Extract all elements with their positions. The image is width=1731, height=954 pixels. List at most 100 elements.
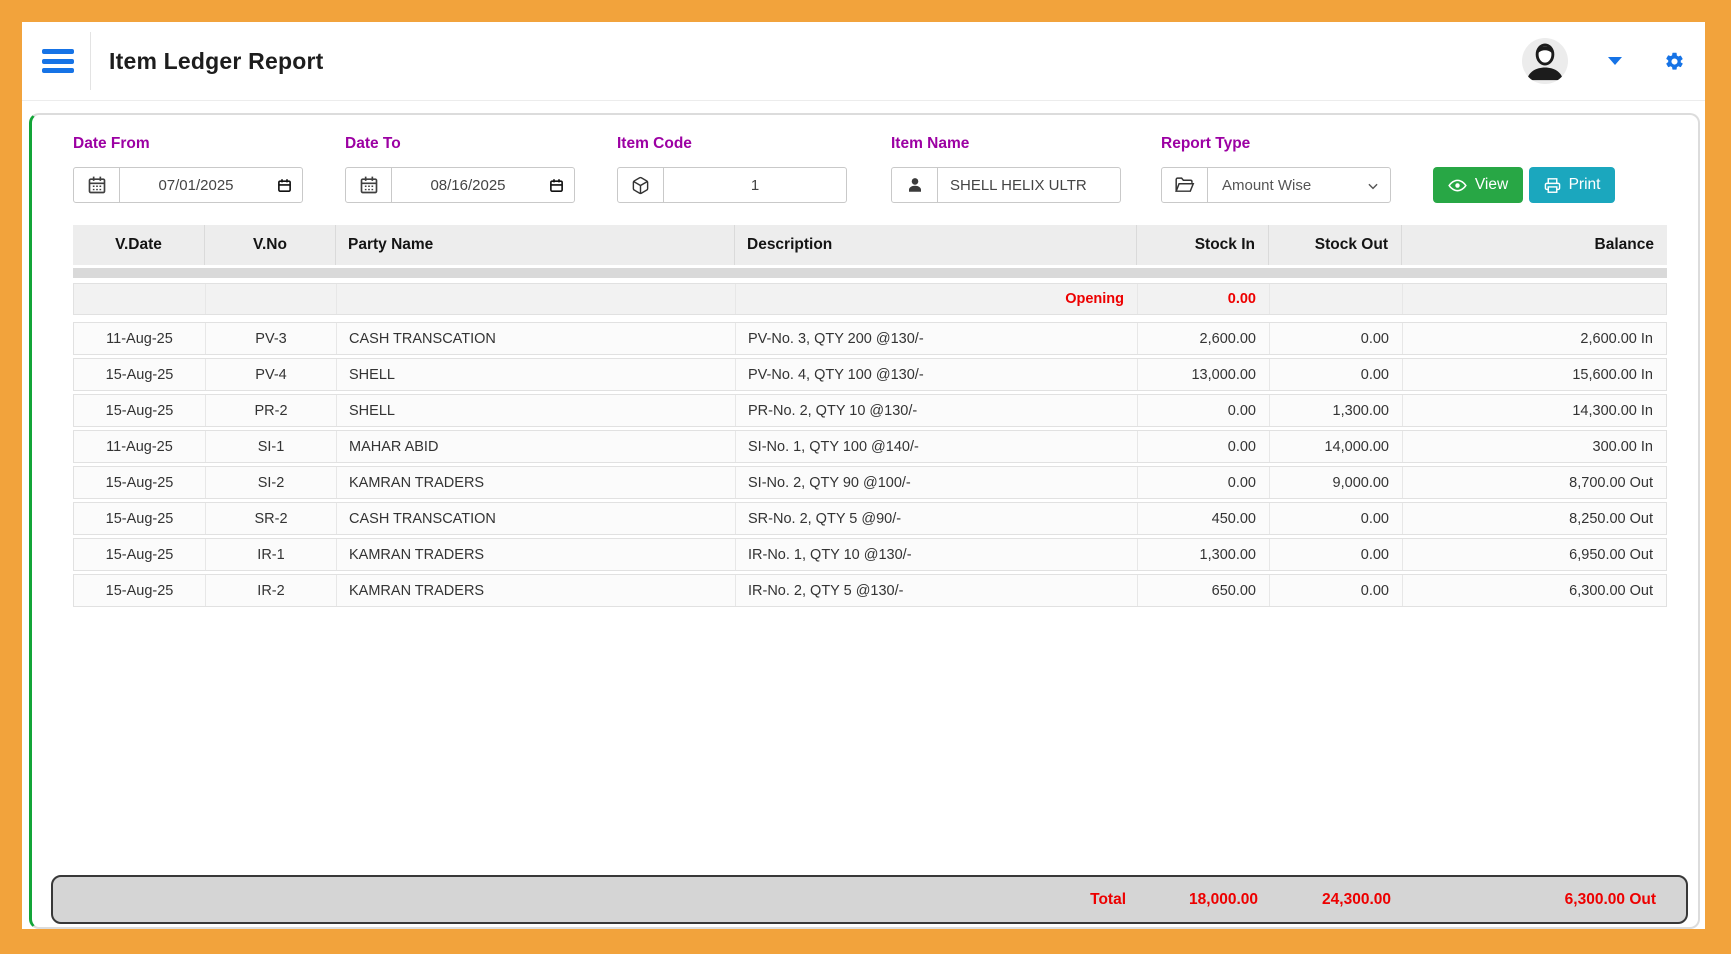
topbar-divider [90, 32, 91, 90]
hamburger-menu-icon[interactable] [42, 49, 74, 73]
date-to-group [345, 167, 575, 203]
cell-balance: 6,950.00 Out [1569, 546, 1653, 563]
item-code-label: Item Code [617, 135, 692, 152]
chevron-down-icon [1366, 179, 1380, 197]
cell-stock-in: 1,300.00 [1138, 539, 1270, 570]
cell-desc: PV-No. 4, QTY 100 @130/- [736, 359, 1138, 390]
cell-desc: IR-No. 1, QTY 10 @130/- [736, 539, 1138, 570]
cell-vdate: 15-Aug-25 [74, 575, 206, 606]
cell-vdate: 15-Aug-25 [74, 395, 206, 426]
cell-balance: 6,300.00 Out [1569, 582, 1653, 599]
cell-stock-out: 0.00 [1270, 503, 1403, 534]
filter-item-name: Item Name [891, 135, 969, 153]
cell-stock-in: 0.00 [1138, 467, 1270, 498]
date-picker-icon[interactable] [277, 178, 292, 198]
cube-icon [618, 168, 664, 202]
filter-date-to: Date To [345, 135, 401, 153]
date-to-input[interactable] [392, 168, 574, 202]
ledger-table: V.Date V.No Party Name Description Stock… [73, 225, 1667, 610]
print-button-label: Print [1568, 176, 1601, 193]
total-balance: 6,300.00 Out [1564, 890, 1656, 908]
table-body: 11-Aug-25 PV-3 CASH TRANSCATION PV-No. 3… [73, 322, 1667, 607]
item-code-group [617, 167, 847, 203]
col-header-stockin: Stock In [1137, 225, 1269, 265]
cell-vdate: 15-Aug-25 [74, 467, 206, 498]
cell-vdate: 15-Aug-25 [74, 359, 206, 390]
open-folder-icon [1162, 168, 1208, 202]
avatar-dropdown-caret-icon[interactable] [1608, 57, 1622, 65]
cell-balance: 14,300.00 In [1572, 402, 1653, 419]
table-row: 15-Aug-25 PR-2 SHELL PR-No. 2, QTY 10 @1… [73, 394, 1667, 427]
calendar-icon [74, 168, 120, 202]
date-to-label: Date To [345, 135, 401, 152]
col-header-balance: Balance [1594, 236, 1654, 253]
cell-desc: SR-No. 2, QTY 5 @90/- [736, 503, 1138, 534]
col-header-stockout: Stock Out [1269, 225, 1402, 265]
topbar-right [1522, 38, 1693, 84]
item-name-group [891, 167, 1121, 203]
cell-desc: PV-No. 3, QTY 200 @130/- [736, 323, 1138, 354]
cell-stock-in: 13,000.00 [1138, 359, 1270, 390]
printer-icon [1544, 177, 1561, 194]
cell-party: KAMRAN TRADERS [337, 575, 736, 606]
report-type-value: Amount Wise [1222, 176, 1312, 194]
calendar-icon [346, 168, 392, 202]
cell-vno: PV-4 [206, 359, 337, 390]
table-row: 15-Aug-25 IR-2 KAMRAN TRADERS IR-No. 2, … [73, 574, 1667, 607]
gear-icon[interactable] [1664, 51, 1685, 72]
cell-vdate: 11-Aug-25 [74, 323, 206, 354]
top-bar: Item Ledger Report [22, 22, 1705, 101]
filter-date-from: Date From [73, 135, 150, 153]
cell-stock-out: 1,300.00 [1270, 395, 1403, 426]
cell-party: SHELL [337, 359, 736, 390]
cell-balance: 8,700.00 Out [1569, 474, 1653, 491]
cell-stock-in: 0.00 [1138, 395, 1270, 426]
cell-party: MAHAR ABID [337, 431, 736, 462]
eye-icon [1448, 176, 1467, 195]
cell-vno: SI-1 [206, 431, 337, 462]
cell-balance: 15,600.00 In [1572, 366, 1653, 383]
cell-desc: IR-No. 2, QTY 5 @130/- [736, 575, 1138, 606]
cell-vno: SR-2 [206, 503, 337, 534]
cell-balance: 8,250.00 Out [1569, 510, 1653, 527]
item-code-input[interactable] [664, 168, 846, 202]
item-name-input[interactable] [938, 168, 1120, 202]
report-type-select[interactable]: Amount Wise [1208, 168, 1390, 202]
totals-row: Total 18,000.00 24,300.00 6,300.00 Out [75, 891, 1669, 909]
table-row: 15-Aug-25 SI-2 KAMRAN TRADERS SI-No. 2, … [73, 466, 1667, 499]
col-header-party: Party Name [336, 225, 735, 265]
cell-stock-out: 0.00 [1270, 575, 1403, 606]
cell-vdate: 15-Aug-25 [74, 503, 206, 534]
cell-desc: SI-No. 1, QTY 100 @140/- [736, 431, 1138, 462]
filter-report-type: Report Type [1161, 135, 1250, 153]
cell-party: KAMRAN TRADERS [337, 467, 736, 498]
cell-desc: SI-No. 2, QTY 90 @100/- [736, 467, 1138, 498]
page-title: Item Ledger Report [109, 47, 324, 74]
date-picker-icon[interactable] [549, 178, 564, 198]
col-header-vdate: V.Date [73, 225, 205, 265]
table-row: 15-Aug-25 SR-2 CASH TRANSCATION SR-No. 2… [73, 502, 1667, 535]
cell-stock-in: 650.00 [1138, 575, 1270, 606]
table-row: 11-Aug-25 PV-3 CASH TRANSCATION PV-No. 3… [73, 322, 1667, 355]
view-button[interactable]: View [1433, 167, 1523, 203]
user-avatar-icon[interactable] [1522, 38, 1568, 84]
print-button[interactable]: Print [1529, 167, 1615, 203]
view-button-label: View [1474, 176, 1509, 193]
cell-stock-in: 0.00 [1138, 431, 1270, 462]
total-label: Total [1090, 890, 1126, 908]
cell-vno: IR-2 [206, 575, 337, 606]
report-type-label: Report Type [1161, 135, 1251, 152]
header-strip [73, 268, 1667, 278]
table-row: 15-Aug-25 IR-1 KAMRAN TRADERS IR-No. 1, … [73, 538, 1667, 571]
item-name-label: Item Name [891, 135, 970, 152]
cell-vno: SI-2 [206, 467, 337, 498]
date-from-input[interactable] [120, 168, 302, 202]
cell-party: CASH TRANSCATION [337, 503, 736, 534]
cell-vno: PR-2 [206, 395, 337, 426]
cell-vdate: 15-Aug-25 [74, 539, 206, 570]
cell-stock-out: 14,000.00 [1270, 431, 1403, 462]
total-stock-out: 24,300.00 [1322, 890, 1391, 908]
cell-balance: 300.00 In [1592, 438, 1653, 455]
opening-stock-in: 0.00 [1138, 284, 1270, 314]
